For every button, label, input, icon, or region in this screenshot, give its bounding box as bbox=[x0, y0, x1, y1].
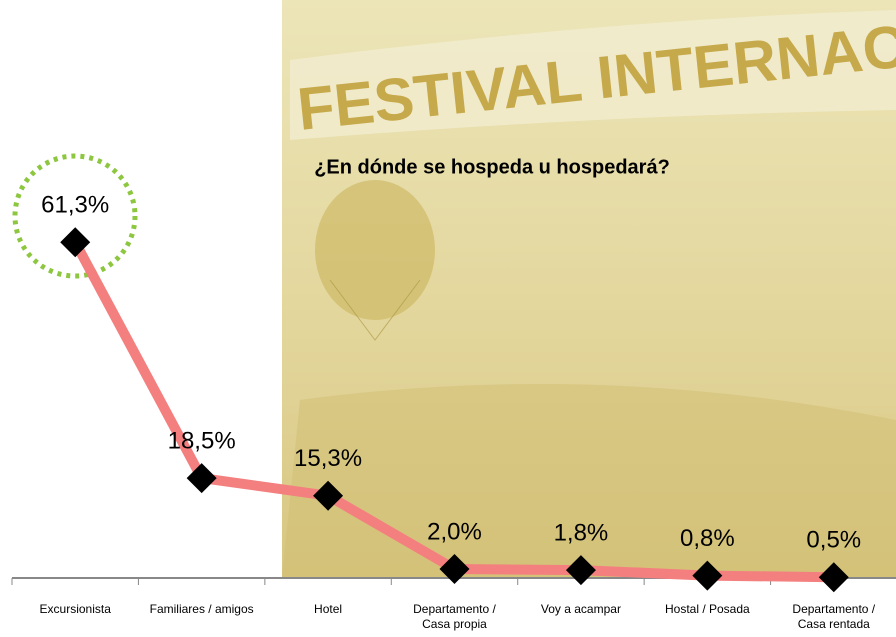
data-label: 18,5% bbox=[168, 427, 236, 454]
data-label: 0,5% bbox=[806, 527, 861, 554]
marker bbox=[313, 480, 344, 511]
marker bbox=[60, 227, 91, 258]
background-poster: FESTIVAL INTERNAC bbox=[282, 0, 896, 578]
x-tick-label: Familiares / amigos bbox=[149, 602, 254, 616]
data-label: 15,3% bbox=[294, 445, 362, 472]
data-label: 1,8% bbox=[554, 519, 609, 546]
data-label: 0,8% bbox=[680, 525, 735, 552]
marker bbox=[439, 553, 470, 584]
chart-title: ¿En dónde se hospeda u hospedará? bbox=[314, 156, 670, 178]
x-tick-label: Departamento / Casa rentada bbox=[792, 602, 876, 631]
data-label: 2,0% bbox=[427, 518, 482, 545]
x-tick-label: Hotel bbox=[314, 602, 343, 616]
x-tick-label: Excursionista bbox=[39, 602, 111, 616]
x-tick-label: Hostal / Posada bbox=[664, 602, 750, 616]
marker bbox=[565, 555, 596, 586]
data-label: 61,3% bbox=[41, 192, 109, 219]
marker bbox=[692, 560, 723, 591]
x-tick-label: Voy a acampar bbox=[540, 602, 621, 616]
marker bbox=[186, 463, 217, 494]
x-tick-label: Departamento / Casa propia bbox=[413, 602, 496, 631]
highlight-circle bbox=[12, 153, 138, 279]
marker bbox=[818, 562, 849, 593]
